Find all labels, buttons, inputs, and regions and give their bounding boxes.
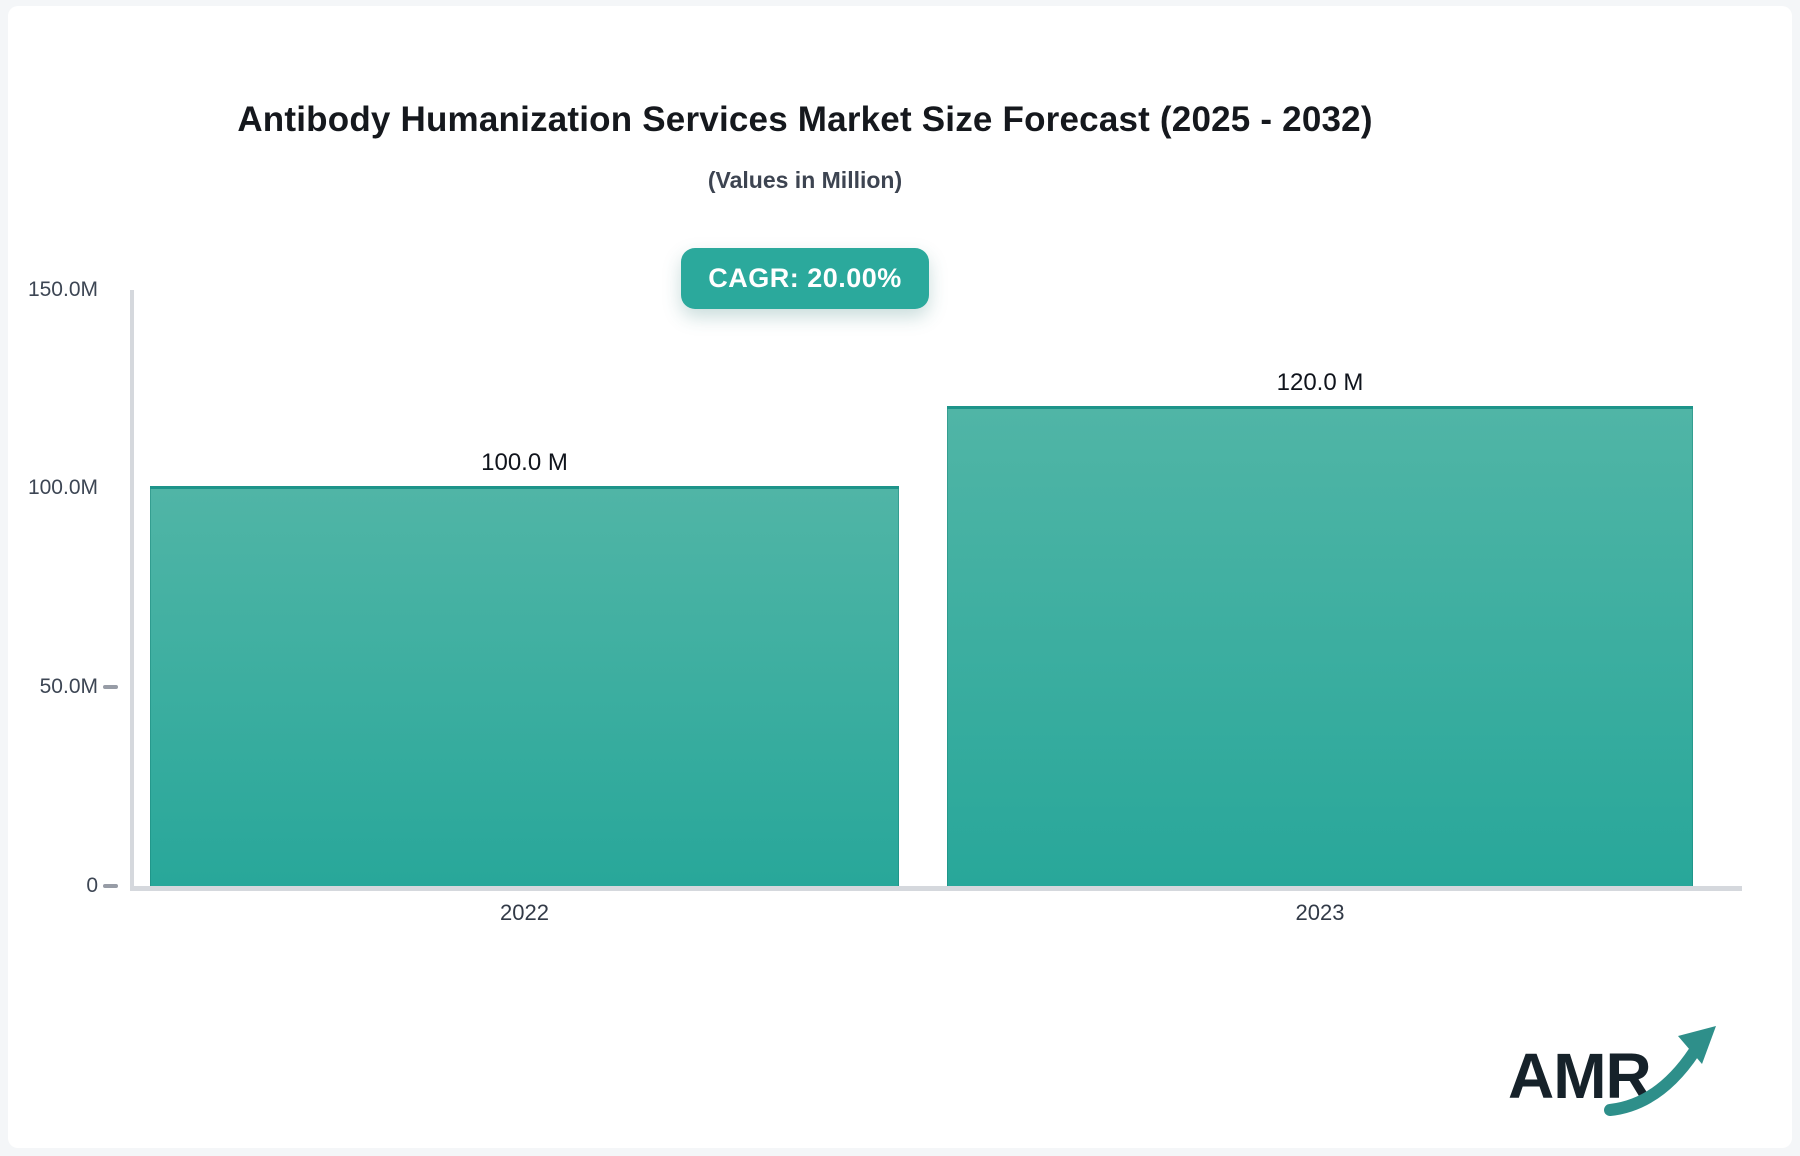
- bar-2023-value-label: 120.0 M: [1276, 369, 1364, 396]
- chart-title: Antibody Humanization Services Market Si…: [237, 100, 1373, 139]
- y-axis-label-100m: 100.0M: [27, 476, 98, 499]
- plot-area: 100.0 M 120.0 M: [0, 290, 1800, 886]
- cagr-badge: CAGR: 20.00%: [681, 248, 929, 309]
- amr-logo-text: AMR: [1508, 1040, 1651, 1112]
- x-axis-label-2023: 2023: [1295, 900, 1345, 925]
- y-axis-line: [130, 290, 134, 890]
- y-axis-tick-50m: [103, 685, 118, 689]
- y-axis-label-0: 0: [86, 874, 98, 897]
- cagr-badge-row: CAGR: 20.00%: [0, 248, 1610, 309]
- amr-logo: AMR: [1508, 1026, 1716, 1116]
- x-axis-label-2022: 2022: [500, 900, 549, 925]
- y-axis-tick-0: [103, 884, 118, 888]
- bar-2022-value-label: 100.0 M: [481, 449, 568, 476]
- y-axis-label-50m: 50.0M: [39, 675, 98, 698]
- bar-2023: 120.0 M: [947, 369, 1693, 886]
- x-axis-line: [130, 886, 1742, 891]
- bar-2022: 100.0 M: [150, 449, 899, 886]
- y-axis-label-150m: 150.0M: [27, 278, 98, 301]
- chart-subtitle: (Values in Million): [707, 167, 903, 193]
- trending-up-arrow-icon: [1604, 1026, 1716, 1116]
